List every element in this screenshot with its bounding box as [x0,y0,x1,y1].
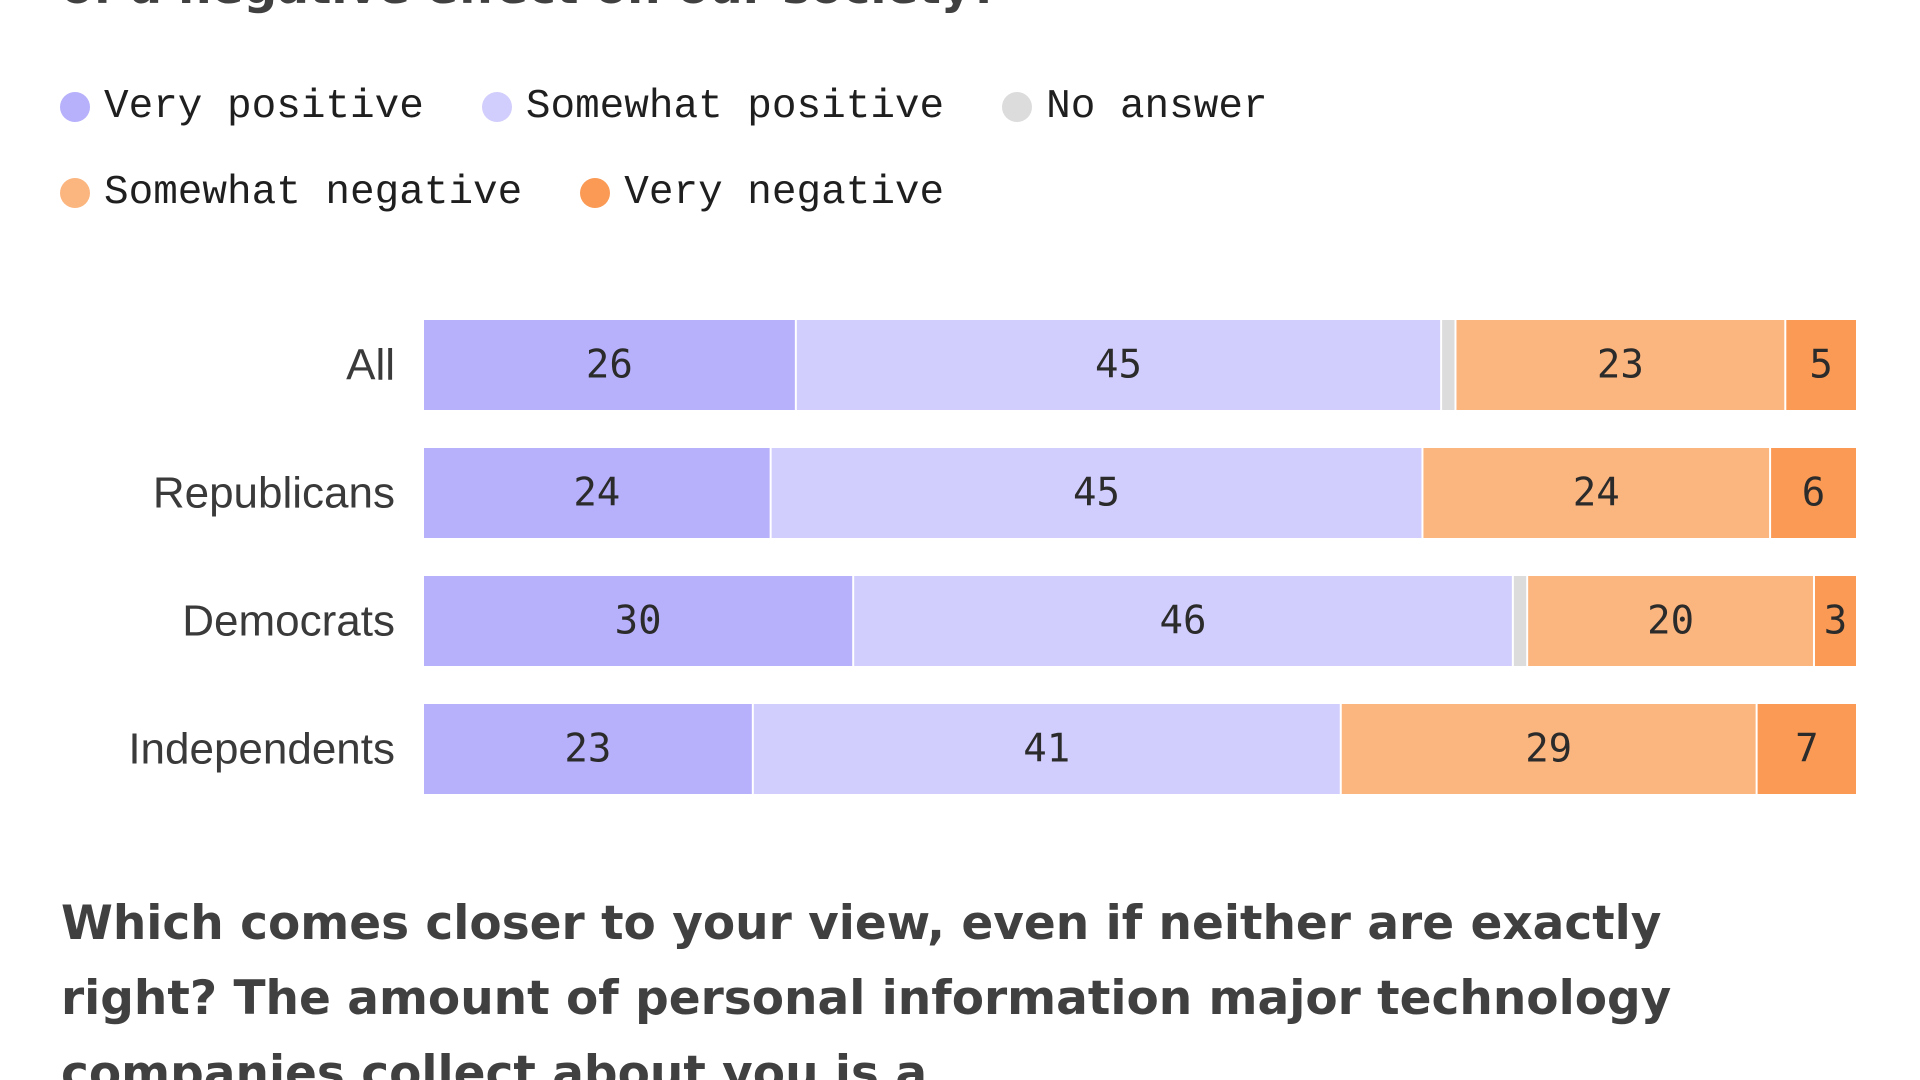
bar-segment-all-somewhat-negative [1456,320,1785,410]
legend-label-no-answer: No answer [1046,84,1268,130]
legend-swatch-somewhat-positive [481,92,512,122]
row-label-independents: Independents [128,725,395,774]
value-label-all-very-positive: 26 [586,343,633,388]
legend-item-very-negative: Very negative [580,170,944,216]
value-label-democrats-very-positive: 30 [615,599,662,644]
question-top-heading: of a negative effect on our society? [61,0,1821,25]
legend: Very positive Somewhat positive No answer S… [60,84,1360,216]
row-label-democrats: Democrats [182,597,395,646]
value-label-independents-very-positive: 23 [564,727,611,772]
question-bottom-heading: Which comes closer to your view, even if… [61,896,1672,1080]
value-label-democrats-somewhat-positive: 46 [1160,599,1207,644]
bar-segment-all-very-negative [1786,320,1856,410]
value-label-all-very-negative: 5 [1809,343,1832,388]
bar-segment-democrats-somewhat-positive [854,576,1512,666]
legend-item-somewhat-positive: Somewhat positive [481,84,944,130]
bar-segment-republicans-somewhat-positive [771,448,1422,538]
value-label-independents-very-negative: 7 [1795,727,1818,772]
bar-segment-independents-somewhat-negative [1341,704,1756,794]
value-label-all-somewhat-negative: 23 [1597,343,1644,388]
bar-segment-democrats-very-positive [424,576,853,666]
value-label-independents-somewhat-negative: 29 [1525,727,1572,772]
legend-label-somewhat-negative: Somewhat negative [104,170,523,216]
legend-item-somewhat-negative: Somewhat negative [60,170,522,216]
bar-segment-all-very-positive [424,320,795,410]
bar-segment-all-somewhat-positive [796,320,1441,410]
bar-segment-republicans-very-positive [424,448,770,538]
value-label-independents-somewhat-positive: 41 [1023,727,1070,772]
legend-swatch-very-positive [60,92,90,122]
value-label-democrats-very-negative: 3 [1824,599,1847,644]
legend-label-somewhat-positive: Somewhat positive [525,84,945,130]
bar-segment-independents-very-positive [424,704,752,794]
value-label-democrats-somewhat-negative: 20 [1647,599,1694,644]
value-label-republicans-very-negative: 6 [1802,471,1825,516]
value-label-republicans-somewhat-negative: 24 [1573,471,1620,516]
legend-item-no-answer: No answer [1002,84,1268,130]
bar-segment-democrats-very-negative [1814,576,1856,666]
bar-segment-all-no-answer [1442,320,1455,410]
bar-segment-independents-somewhat-positive [753,704,1340,794]
legend-label-very-negative: Very negative [624,170,945,216]
bar-segment-republicans-very-negative [1771,448,1856,538]
value-label-republicans-somewhat-positive: 45 [1073,471,1120,516]
bar-segment-democrats-no-answer [1513,576,1527,666]
legend-swatch-somewhat-negative [60,178,90,208]
bar-segment-democrats-somewhat-negative [1528,576,1813,666]
stacked-bar-chart: All 26 45 23 5 Republicans 24 45 24 6 Democrats 30 4… [128,320,1856,794]
row-label-republicans: Republicans [153,469,395,518]
legend-item-very-positive: Very positive [60,84,424,130]
value-label-republicans-very-positive: 24 [573,471,620,516]
bar-segment-independents-very-negative [1757,704,1856,794]
bar-segment-republicans-somewhat-negative [1423,448,1770,538]
legend-label-very-positive: Very positive [104,84,424,130]
row-label-all: All [346,341,395,390]
legend-swatch-no-answer [1002,92,1033,122]
legend-swatch-very-negative [580,178,611,208]
value-label-all-somewhat-positive: 45 [1095,343,1142,388]
